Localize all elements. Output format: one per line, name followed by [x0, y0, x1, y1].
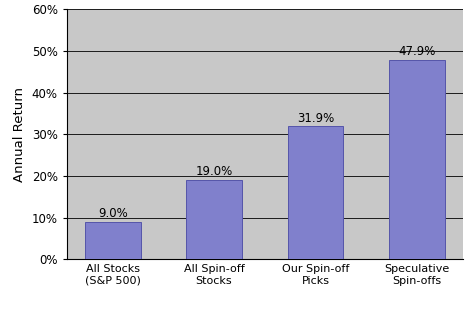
- Text: 31.9%: 31.9%: [296, 112, 333, 125]
- Text: 19.0%: 19.0%: [195, 165, 232, 179]
- Text: 9.0%: 9.0%: [98, 207, 127, 220]
- Y-axis label: Annual Return: Annual Return: [13, 87, 26, 182]
- Bar: [85, 222, 140, 259]
- Bar: [388, 60, 444, 259]
- Bar: [186, 180, 241, 259]
- Bar: [287, 126, 343, 259]
- Text: 47.9%: 47.9%: [397, 45, 435, 58]
